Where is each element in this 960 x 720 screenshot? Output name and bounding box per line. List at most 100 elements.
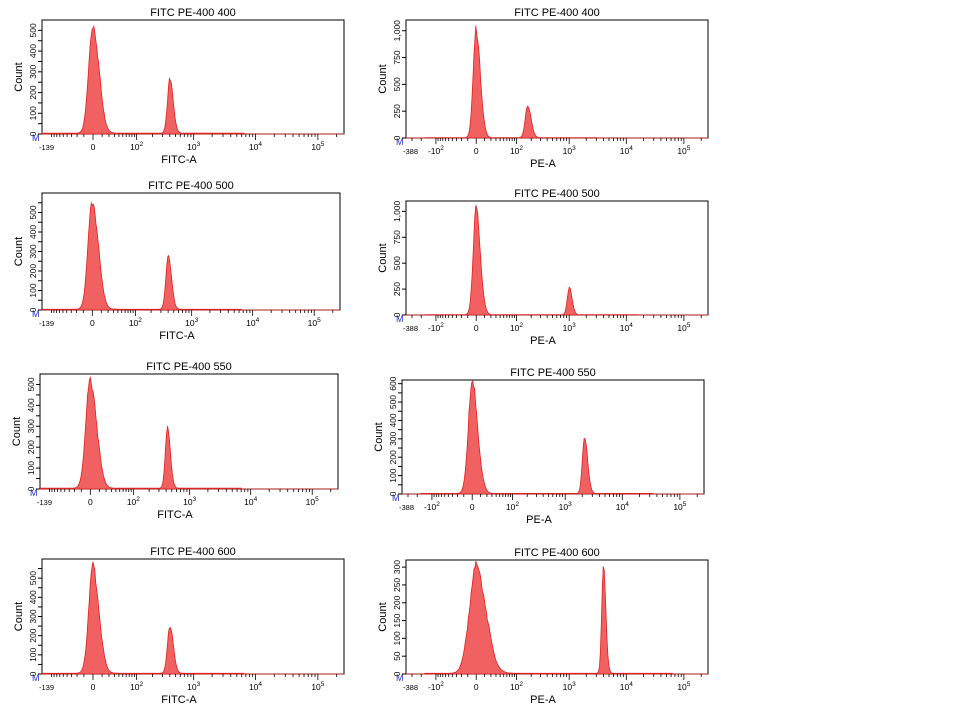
- y-tick-label: 250: [392, 282, 402, 296]
- y-tick-label: 400: [28, 44, 38, 58]
- x-min-label: -388: [403, 683, 418, 692]
- x-tick-label: 0: [474, 682, 479, 692]
- y-axis-label: Count: [377, 602, 389, 631]
- x-tick-label: 104: [620, 322, 633, 333]
- histogram-area: [406, 205, 708, 316]
- histogram-area: [406, 25, 708, 139]
- x-tick-label: -102: [424, 501, 440, 512]
- x-axis-label: PE-A: [530, 694, 556, 706]
- y-tick-label: 200: [26, 440, 36, 454]
- x-tick-label: 104: [616, 501, 629, 512]
- x-axis-label: FITC-A: [161, 154, 197, 166]
- y-tick-label: 1,000: [392, 20, 402, 42]
- y-tick-label: 500: [28, 571, 38, 585]
- chart-title: FITC PE-400 550: [510, 367, 596, 379]
- x-min-label: -139: [39, 143, 54, 152]
- x-tick-label: 102: [510, 145, 523, 156]
- x-tick-label: 104: [246, 317, 259, 328]
- x-tick-label: 0: [91, 142, 96, 152]
- y-tick-label: 500: [28, 205, 38, 219]
- y-tick-label: 200: [28, 628, 38, 642]
- y-axis-label: Count: [373, 422, 385, 451]
- histogram-area: [41, 561, 344, 675]
- y-tick-label: 400: [388, 413, 398, 427]
- x-tick-label: 103: [183, 496, 196, 507]
- x-axis-label: FITC-A: [161, 694, 197, 706]
- y-tick-label: 250: [392, 578, 402, 592]
- histogram-area: [39, 376, 338, 490]
- x-tick-label: 104: [249, 681, 262, 692]
- y-tick-label: 100: [392, 631, 402, 645]
- x-tick-label: 0: [474, 323, 479, 333]
- y-tick-label: 0: [26, 486, 36, 491]
- x-tick-label: 104: [244, 496, 257, 507]
- chart-title: FITC PE-400 600: [514, 547, 600, 559]
- x-tick-label: 104: [620, 681, 633, 692]
- x-tick-label: 104: [620, 145, 633, 156]
- histogram-panel-pe-3: 0 100 200 300 400 500 600 -102 0 102 103 104 105 -388…: [373, 367, 705, 526]
- chart-title: FITC PE-400 500: [514, 188, 600, 200]
- y-tick-label: 150: [392, 613, 402, 627]
- x-axis-label: FITC-A: [157, 509, 193, 521]
- x-tick-label: 0: [474, 146, 479, 156]
- y-tick-label: 0: [388, 491, 398, 496]
- x-tick-label: 103: [563, 145, 576, 156]
- y-axis-label: Count: [13, 237, 25, 266]
- y-tick-label: 300: [392, 560, 402, 574]
- x-axis-label: PE-A: [530, 335, 556, 347]
- y-tick-label: 100: [28, 106, 38, 120]
- x-tick-label: -102: [428, 322, 444, 333]
- x-tick-label: 102: [506, 501, 519, 512]
- chart-title: FITC PE-400 400: [514, 7, 600, 19]
- histogram-area: [41, 201, 340, 311]
- y-tick-label: 100: [26, 461, 36, 475]
- gate-marker-icon: M: [396, 673, 404, 683]
- y-tick-label: 200: [28, 264, 38, 278]
- x-tick-label: 105: [306, 496, 319, 507]
- y-tick-label: 100: [28, 283, 38, 297]
- y-tick-label: 750: [392, 50, 402, 64]
- x-tick-label: 105: [311, 141, 324, 152]
- y-tick-label: 300: [28, 609, 38, 623]
- y-tick-label: 500: [392, 256, 402, 270]
- y-tick-label: 100: [388, 468, 398, 482]
- y-tick-label: 400: [26, 398, 36, 412]
- gate-marker-icon: M: [30, 488, 38, 498]
- y-tick-label: 500: [26, 377, 36, 391]
- x-tick-label: 103: [563, 322, 576, 333]
- y-tick-label: 750: [392, 230, 402, 244]
- x-tick-label: 0: [88, 497, 93, 507]
- x-tick-label: 102: [130, 681, 143, 692]
- y-tick-label: 1,000: [392, 200, 402, 222]
- y-tick-label: 200: [28, 85, 38, 99]
- x-tick-label: 0: [470, 502, 475, 512]
- x-tick-label: -102: [428, 145, 444, 156]
- y-tick-label: 0: [28, 307, 38, 312]
- plot-frame: [401, 379, 705, 495]
- x-tick-label: 102: [129, 317, 142, 328]
- x-min-label: -139: [37, 498, 52, 507]
- y-tick-label: 200: [392, 595, 402, 609]
- x-tick-label: 104: [249, 141, 262, 152]
- y-tick-label: 500: [388, 395, 398, 409]
- y-tick-label: 0: [392, 312, 402, 317]
- x-tick-label: 102: [510, 322, 523, 333]
- x-tick-label: 105: [677, 681, 690, 692]
- chart-title: FITC PE-400 400: [150, 7, 236, 19]
- histogram-area: [402, 380, 704, 495]
- y-tick-label: 50: [392, 651, 402, 661]
- x-tick-label: -102: [428, 681, 444, 692]
- x-tick-label: 105: [677, 145, 690, 156]
- x-tick-label: 103: [563, 681, 576, 692]
- y-tick-label: 300: [388, 431, 398, 445]
- y-tick-label: 100: [28, 647, 38, 661]
- y-tick-label: 0: [392, 135, 402, 140]
- x-tick-label: 103: [187, 141, 200, 152]
- y-axis-label: Count: [13, 602, 25, 631]
- y-tick-label: 0: [392, 671, 402, 676]
- gate-marker-icon: M: [32, 309, 40, 319]
